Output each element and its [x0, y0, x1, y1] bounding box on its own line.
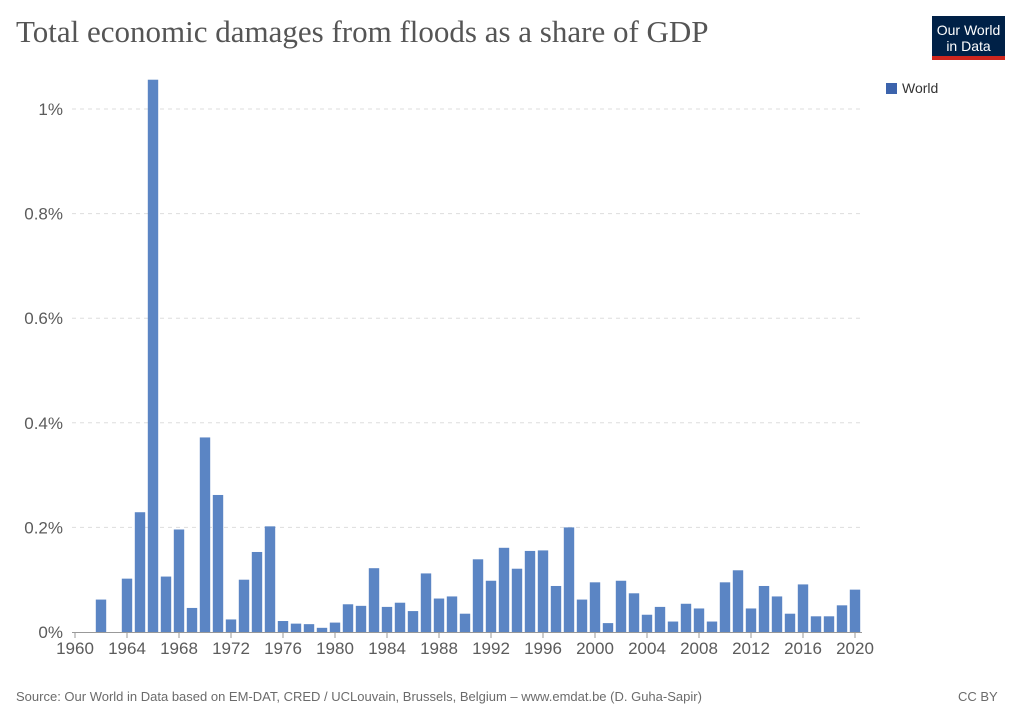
bar-1998[interactable] — [563, 527, 575, 632]
bar-1971[interactable] — [212, 494, 224, 632]
bar-1989[interactable] — [446, 596, 458, 632]
bar-1978[interactable] — [303, 624, 315, 632]
bar-2008[interactable] — [693, 608, 705, 632]
bar-1986[interactable] — [407, 611, 419, 632]
bar-1988[interactable] — [433, 598, 445, 632]
legend[interactable]: World — [886, 80, 938, 96]
x-tick-label: 2000 — [576, 639, 614, 658]
bar-1987[interactable] — [420, 573, 432, 632]
bar-1972[interactable] — [225, 619, 237, 632]
bar-1979[interactable] — [316, 627, 328, 632]
bar-2011[interactable] — [732, 570, 744, 632]
bar-2017[interactable] — [810, 616, 822, 632]
bar-2019[interactable] — [836, 605, 848, 632]
x-tick-label: 1972 — [212, 639, 250, 658]
bar-1975[interactable] — [264, 526, 276, 632]
bar-1990[interactable] — [459, 613, 471, 632]
bar-1970[interactable] — [199, 437, 211, 632]
y-tick-label: 0.2% — [24, 518, 63, 537]
x-tick-label: 1992 — [472, 639, 510, 658]
bar-1962[interactable] — [95, 599, 107, 632]
bar-1982[interactable] — [355, 605, 367, 632]
bar-1991[interactable] — [472, 559, 484, 632]
x-tick-label: 1968 — [160, 639, 198, 658]
bar-1999[interactable] — [576, 599, 588, 632]
bar-2002[interactable] — [615, 580, 627, 632]
x-tick-label: 2008 — [680, 639, 718, 658]
bar-2004[interactable] — [641, 614, 653, 632]
bar-2015[interactable] — [784, 613, 796, 632]
bar-1977[interactable] — [290, 623, 302, 632]
logo-accent-bar — [932, 56, 1005, 60]
bar-1997[interactable] — [550, 585, 562, 632]
bar-2007[interactable] — [680, 603, 692, 632]
y-tick-label: 0% — [38, 623, 63, 642]
bar-1985[interactable] — [394, 602, 406, 632]
bar-1996[interactable] — [537, 550, 549, 632]
bar-1980[interactable] — [329, 622, 341, 632]
bar-2005[interactable] — [654, 606, 666, 632]
y-axis-labels: 0% 0.2% 0.4% 0.6% 0.8% 1% — [24, 100, 63, 642]
x-tick-label: 2020 — [836, 639, 874, 658]
bar-2001[interactable] — [602, 623, 614, 632]
bar-1981[interactable] — [342, 604, 354, 632]
x-tick-label: 2012 — [732, 639, 770, 658]
x-tick-label: 2016 — [784, 639, 822, 658]
bar-2018[interactable] — [823, 616, 835, 632]
bar-2009[interactable] — [706, 621, 718, 632]
bar-2012[interactable] — [745, 608, 757, 632]
x-tick-label: 1964 — [108, 639, 146, 658]
bar-1964[interactable] — [121, 578, 133, 632]
bar-2003[interactable] — [628, 593, 640, 632]
bar-1974[interactable] — [251, 551, 263, 632]
bar-2006[interactable] — [667, 621, 679, 632]
bar-1969[interactable] — [186, 607, 198, 632]
bar-1973[interactable] — [238, 579, 250, 632]
bar-1992[interactable] — [485, 580, 497, 632]
legend-label-world: World — [902, 80, 939, 96]
y-tick-label: 0.6% — [24, 309, 63, 328]
bars — [95, 79, 861, 632]
bar-2010[interactable] — [719, 582, 731, 632]
bar-chart: 0% 0.2% 0.4% 0.6% 0.8% 1% 1960 1964 1968 1972 197… — [24, 79, 874, 658]
gridlines — [72, 108, 862, 528]
owid-logo[interactable]: Our World in Data — [932, 16, 1005, 60]
bar-1984[interactable] — [381, 606, 393, 632]
bar-1993[interactable] — [498, 547, 510, 632]
bar-1967[interactable] — [160, 576, 172, 632]
x-tick-label: 1976 — [264, 639, 302, 658]
bar-1966[interactable] — [147, 79, 159, 632]
bar-1968[interactable] — [173, 529, 185, 632]
x-tick-label: 2004 — [628, 639, 666, 658]
bar-2014[interactable] — [771, 596, 783, 632]
bar-1965[interactable] — [134, 512, 146, 632]
y-tick-label: 0.8% — [24, 205, 63, 224]
bar-2020[interactable] — [849, 589, 861, 632]
bar-1983[interactable] — [368, 568, 380, 632]
bar-1976[interactable] — [277, 621, 289, 632]
legend-swatch-world — [886, 82, 897, 94]
bar-2000[interactable] — [589, 582, 601, 632]
bar-1994[interactable] — [511, 568, 523, 632]
y-tick-label: 1% — [38, 100, 63, 119]
license-link[interactable]: CC BY — [958, 689, 998, 704]
x-tick-label: 1960 — [56, 639, 94, 658]
x-tick-label: 1988 — [420, 639, 458, 658]
x-tick-label: 1980 — [316, 639, 354, 658]
chart-title: Total economic damages from floods as a … — [16, 14, 709, 49]
bar-2013[interactable] — [758, 585, 770, 632]
logo-text-line-2: in Data — [946, 38, 991, 54]
source-note: Source: Our World in Data based on EM-DA… — [16, 689, 702, 704]
x-tick-label: 1984 — [368, 639, 406, 658]
logo-text-line-1: Our World — [936, 22, 1001, 38]
y-tick-label: 0.4% — [24, 414, 63, 433]
x-tick-label: 1996 — [524, 639, 562, 658]
bar-2016[interactable] — [797, 584, 809, 632]
bar-1995[interactable] — [524, 550, 536, 632]
x-axis: 1960 1964 1968 1972 1976 1980 1984 1988 1992 1996… — [56, 632, 874, 658]
